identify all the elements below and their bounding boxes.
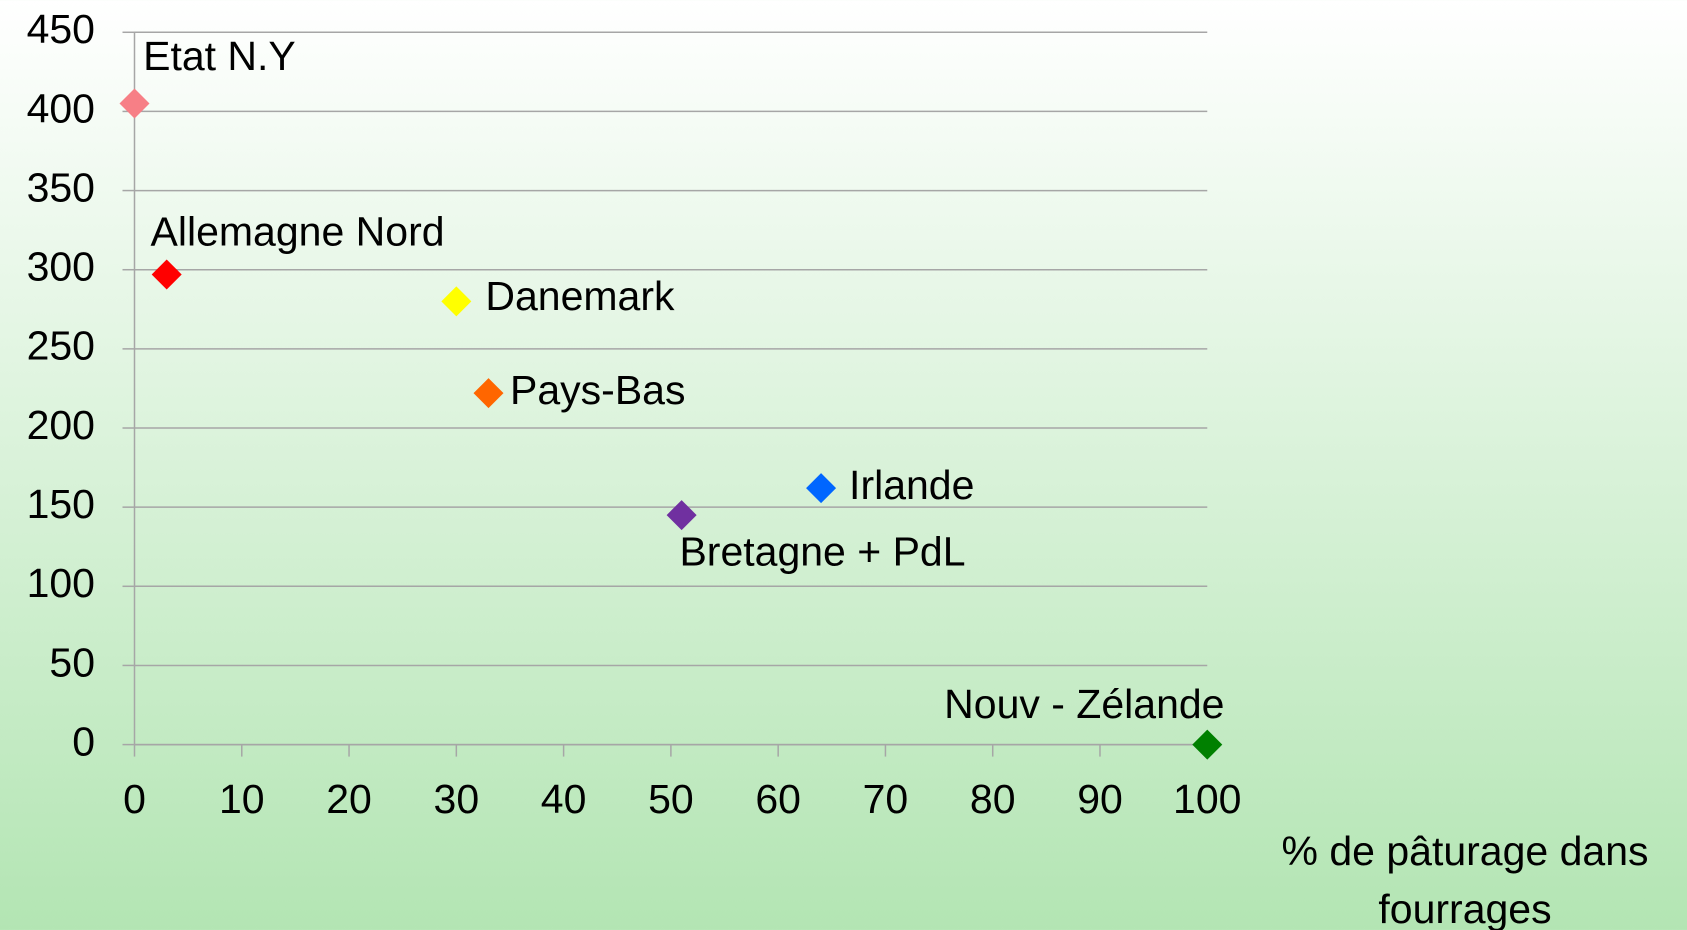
marker bbox=[151, 259, 182, 290]
marker bbox=[119, 88, 150, 119]
point-label: Pays-Bas bbox=[510, 367, 685, 413]
x-tick-label: 40 bbox=[541, 776, 587, 822]
y-tick-label: 0 bbox=[72, 718, 95, 764]
x-tick-label: 30 bbox=[434, 776, 480, 822]
y-tick-label: 250 bbox=[27, 323, 95, 369]
marker bbox=[666, 500, 697, 531]
x-tick-label: 70 bbox=[863, 776, 909, 822]
x-tick-label: 0 bbox=[123, 776, 146, 822]
x-tick-label: 20 bbox=[326, 776, 372, 822]
point-label: Allemagne Nord bbox=[151, 208, 445, 254]
marker bbox=[441, 286, 472, 317]
y-tick-label: 300 bbox=[27, 244, 95, 290]
y-tick-label: 350 bbox=[27, 164, 95, 210]
point-label: Etat N.Y bbox=[143, 33, 296, 79]
y-tick-label: 450 bbox=[27, 6, 95, 52]
y-tick-label: 200 bbox=[27, 402, 95, 448]
y-tick-label: 150 bbox=[27, 481, 95, 527]
x-tick-label: 50 bbox=[648, 776, 694, 822]
point-label: Nouv - Zélande bbox=[944, 681, 1224, 727]
marker bbox=[473, 378, 504, 409]
marker bbox=[1192, 729, 1223, 760]
x-tick-label: 10 bbox=[219, 776, 265, 822]
x-tick-label: 80 bbox=[970, 776, 1016, 822]
x-axis-label: % de pâturage dans fourrages bbox=[1281, 828, 1649, 930]
x-tick-label: 90 bbox=[1077, 776, 1123, 822]
y-tick-label: 50 bbox=[49, 639, 95, 685]
x-tick-label: 100 bbox=[1173, 776, 1241, 822]
y-tick-label: 100 bbox=[27, 560, 95, 606]
point-label: Irlande bbox=[849, 462, 974, 508]
x-tick-label: 60 bbox=[755, 776, 801, 822]
point-label: Danemark bbox=[485, 273, 675, 319]
point-label: Bretagne + PdL bbox=[679, 529, 965, 575]
marker bbox=[806, 473, 837, 504]
y-tick-label: 400 bbox=[27, 85, 95, 131]
